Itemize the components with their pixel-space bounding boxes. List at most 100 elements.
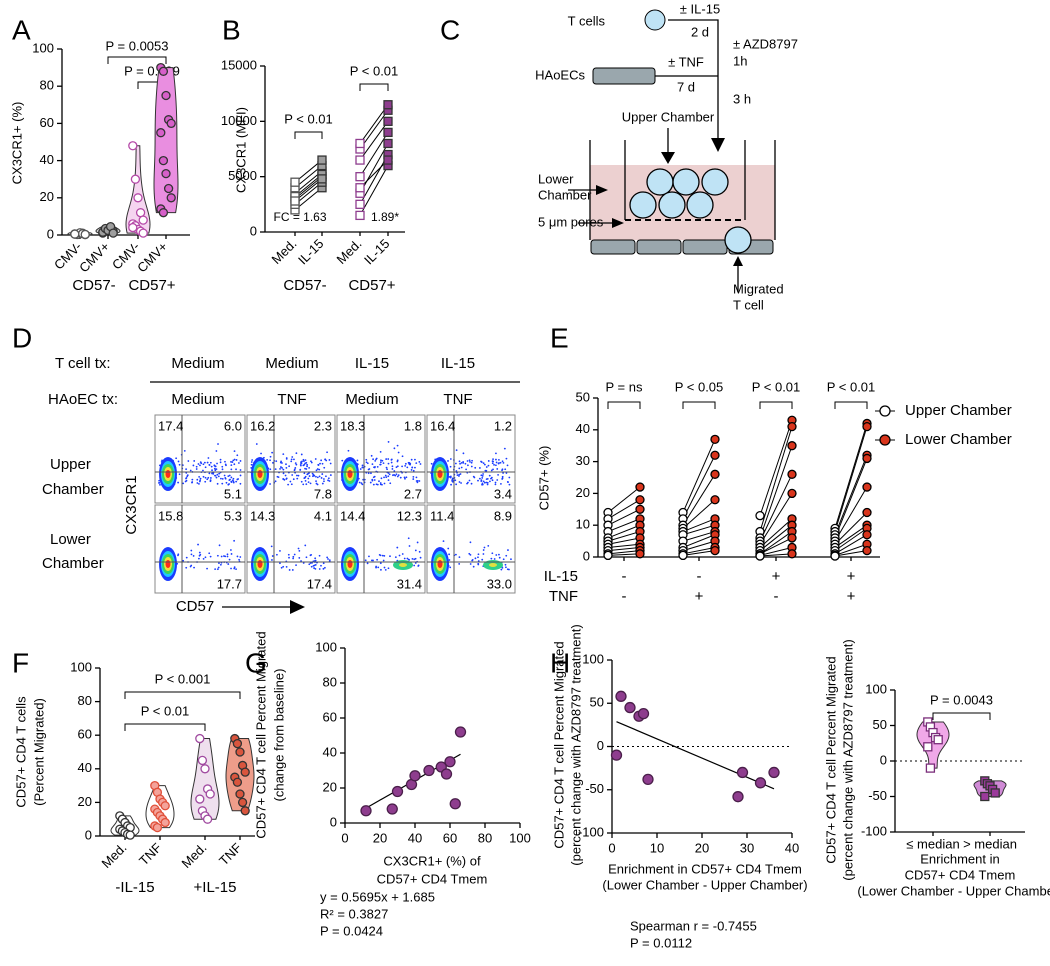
flow-event xyxy=(303,460,305,462)
flow-event xyxy=(451,477,454,480)
flow-event xyxy=(456,474,459,477)
column-header: Medium xyxy=(171,391,224,408)
flow-event xyxy=(211,469,213,472)
flow-event xyxy=(487,464,490,467)
annotation: P < 0.01 xyxy=(284,111,333,126)
row-label: Lower xyxy=(50,531,91,548)
flow-event xyxy=(460,466,463,469)
flow-event xyxy=(403,557,406,560)
flow-event xyxy=(305,468,308,470)
flow-event xyxy=(295,564,297,567)
flow-event xyxy=(291,456,294,458)
flow-event xyxy=(491,479,494,482)
violin xyxy=(916,721,950,769)
flow-event xyxy=(233,566,236,569)
data-point xyxy=(710,450,720,460)
data-point xyxy=(862,421,872,432)
data-point xyxy=(787,533,797,543)
flow-event xyxy=(418,550,421,553)
flow-event xyxy=(288,465,291,468)
flow-event xyxy=(214,469,217,472)
flow-event xyxy=(210,465,213,468)
flow-event xyxy=(321,473,324,475)
flow-event xyxy=(482,480,485,483)
pair-line xyxy=(359,154,389,205)
y-axis-label: (percent change with AZD8797 treatment) xyxy=(840,639,855,880)
diagram-text: Upper Chamber xyxy=(622,109,715,124)
flow-event xyxy=(408,558,411,561)
pair-line xyxy=(834,458,868,539)
flow-event xyxy=(395,473,398,476)
flow-event xyxy=(493,558,496,560)
flow-event xyxy=(306,465,308,468)
data-point xyxy=(444,756,456,768)
group-label: +IL-15 xyxy=(194,879,237,896)
flow-event xyxy=(298,549,301,552)
flow-event xyxy=(300,453,303,456)
bracket xyxy=(359,83,389,91)
y-tick-label: 0 xyxy=(85,827,92,842)
flow-event xyxy=(367,472,370,475)
flow-event xyxy=(365,461,368,464)
flow-event xyxy=(209,555,212,558)
flow-event xyxy=(187,460,190,462)
pair-line xyxy=(359,143,389,194)
data-point xyxy=(409,770,421,782)
data-point xyxy=(787,469,797,479)
flow-event xyxy=(158,481,161,484)
flow-event xyxy=(310,565,313,568)
quadrant-value: 17.7 xyxy=(217,576,242,591)
flow-arrow-head xyxy=(290,600,305,614)
flow-event xyxy=(501,460,504,463)
flow-event xyxy=(449,458,452,460)
x-tick-label: Med. xyxy=(269,236,300,267)
flow-event xyxy=(394,474,397,477)
flow-event xyxy=(232,459,235,462)
flow-event xyxy=(310,460,312,463)
flow-event xyxy=(510,558,512,561)
flow-event xyxy=(412,478,415,480)
flow-event xyxy=(356,459,359,462)
flow-event xyxy=(377,566,380,569)
flow-event xyxy=(359,468,362,470)
flow-event xyxy=(216,554,219,557)
y-tick-label: 60 xyxy=(40,115,54,130)
pair-line xyxy=(834,423,868,529)
flow-event xyxy=(486,483,489,486)
data-point xyxy=(355,172,365,182)
flow-event xyxy=(502,472,504,474)
y-tick-label: 20 xyxy=(40,189,54,204)
flow-event xyxy=(468,552,471,555)
flow-event xyxy=(204,480,207,483)
flow-event xyxy=(271,555,274,557)
flow-event xyxy=(310,554,313,556)
group-label: CD57+ xyxy=(128,277,175,294)
flow-plot xyxy=(336,414,426,504)
endothelial-cells xyxy=(590,239,774,255)
data-point xyxy=(130,174,141,184)
flow-event xyxy=(208,463,211,466)
data-point xyxy=(862,545,872,556)
flow-event xyxy=(381,459,384,462)
y-axis-label: CX3CR1 (MFI) xyxy=(233,107,248,193)
x-axis-label: CD57+ CD4 Tmem xyxy=(905,867,1016,882)
data-point xyxy=(355,183,365,193)
flow-event xyxy=(304,479,307,482)
flow-event xyxy=(237,478,240,480)
flow-event xyxy=(491,552,494,555)
flow-event xyxy=(495,452,497,455)
y-tick-label: 60 xyxy=(78,727,92,742)
column-header: IL-15 xyxy=(355,355,389,372)
pair-line xyxy=(834,426,868,532)
flow-event xyxy=(469,563,472,565)
flow-event xyxy=(285,466,288,469)
row-header: HAoEC tx: xyxy=(48,391,118,408)
migrated-cell xyxy=(724,226,752,254)
flow-event xyxy=(480,461,483,464)
flow-event xyxy=(449,475,452,478)
data-point xyxy=(235,747,245,757)
flow-event xyxy=(221,465,224,468)
data-point xyxy=(80,229,90,240)
flow-event xyxy=(458,481,461,483)
flow-event xyxy=(366,562,369,565)
